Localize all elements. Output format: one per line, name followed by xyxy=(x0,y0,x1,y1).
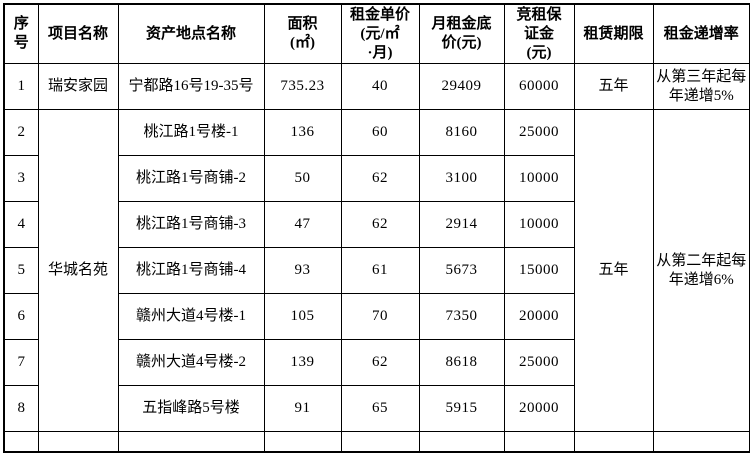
cell-lease-term: 五年 xyxy=(573,109,654,433)
table-row: 4 桃江路1号商铺-3 47 62 2914 10000 xyxy=(3,201,750,249)
cell-monthly-rent: 8160 xyxy=(418,109,505,157)
header-project: 项目名称 xyxy=(37,3,119,65)
cell-monthly-rent: 5915 xyxy=(418,385,505,433)
cell-empty xyxy=(418,431,505,453)
cell-deposit: 15000 xyxy=(503,247,575,295)
cell-serial: 1 xyxy=(3,63,39,111)
header-monthly-rent: 月租金底 价(元) xyxy=(418,3,505,65)
cell-empty xyxy=(340,431,420,453)
table-row: 1 瑞安家园 宁都路16号19-35号 735.23 40 29409 6000… xyxy=(3,63,750,111)
header-increase-rate: 租金递增率 xyxy=(652,3,750,65)
cell-serial: 5 xyxy=(3,247,39,295)
rental-assets-table: 序号 项目名称 资产地点名称 面积 (㎡) 租金单价 (元/㎡ ·月) 月租金底… xyxy=(3,3,750,453)
table-row: 2 华城名苑 桃江路1号楼-1 136 60 8160 25000 五年 从第二… xyxy=(3,109,750,433)
cell-monthly-rent: 5673 xyxy=(418,247,505,295)
cell-location: 五指峰路5号楼 xyxy=(117,385,265,433)
cell-area: 50 xyxy=(263,155,342,203)
cell-location: 桃江路1号商铺-2 xyxy=(117,155,265,203)
cell-area: 139 xyxy=(263,339,342,387)
cell-serial: 7 xyxy=(3,339,39,387)
cell-project: 瑞安家园 xyxy=(37,63,119,111)
cell-location: 桃江路1号楼-1 xyxy=(117,109,265,157)
cell-unit-price: 70 xyxy=(340,293,420,341)
cell-serial: 2 xyxy=(3,109,39,157)
table-row: 7 赣州大道4号楼-2 139 62 8618 25000 xyxy=(3,339,750,387)
cell-increase-rate: 从第二年起每 年递增6% xyxy=(652,109,750,433)
cell-empty xyxy=(652,431,750,453)
cell-area: 91 xyxy=(263,385,342,433)
table-row: 6 赣州大道4号楼-1 105 70 7350 20000 xyxy=(3,293,750,341)
cell-monthly-rent: 3100 xyxy=(418,155,505,203)
table-row: 5 桃江路1号商铺-4 93 61 5673 15000 xyxy=(3,247,750,295)
cell-location: 桃江路1号商铺-4 xyxy=(117,247,265,295)
header-deposit: 竞租保 证金 (元) xyxy=(503,3,575,65)
cell-deposit: 20000 xyxy=(503,385,575,433)
cell-monthly-rent: 7350 xyxy=(418,293,505,341)
cell-area: 47 xyxy=(263,201,342,249)
cell-monthly-rent: 2914 xyxy=(418,201,505,249)
cell-serial: 4 xyxy=(3,201,39,249)
cell-monthly-rent: 8618 xyxy=(418,339,505,387)
cell-deposit: 10000 xyxy=(503,201,575,249)
cell-deposit: 25000 xyxy=(503,109,575,157)
header-serial: 序号 xyxy=(3,3,39,65)
cell-empty xyxy=(263,431,342,453)
header-area: 面积 (㎡) xyxy=(263,3,342,65)
table-row: 3 桃江路1号商铺-2 50 62 3100 10000 xyxy=(3,155,750,203)
cell-empty xyxy=(3,431,39,453)
cell-deposit: 25000 xyxy=(503,339,575,387)
cell-empty xyxy=(503,431,575,453)
header-location: 资产地点名称 xyxy=(117,3,265,65)
cell-unit-price: 65 xyxy=(340,385,420,433)
cell-unit-price: 61 xyxy=(340,247,420,295)
cell-serial: 8 xyxy=(3,385,39,433)
cell-project: 华城名苑 xyxy=(37,109,119,433)
cell-deposit: 60000 xyxy=(503,63,575,111)
cell-unit-price: 60 xyxy=(340,109,420,157)
header-unit-price: 租金单价 (元/㎡ ·月) xyxy=(340,3,420,65)
cell-unit-price: 62 xyxy=(340,155,420,203)
header-lease-term: 租赁期限 xyxy=(573,3,654,65)
cell-area: 105 xyxy=(263,293,342,341)
cell-monthly-rent: 29409 xyxy=(418,63,505,111)
cell-unit-price: 40 xyxy=(340,63,420,111)
cell-area: 136 xyxy=(263,109,342,157)
cell-area: 735.23 xyxy=(263,63,342,111)
cell-location: 赣州大道4号楼-1 xyxy=(117,293,265,341)
cell-serial: 3 xyxy=(3,155,39,203)
cell-increase-rate: 从第三年起每 年递增5% xyxy=(652,63,750,111)
table-row: 8 五指峰路5号楼 91 65 5915 20000 xyxy=(3,385,750,433)
cell-empty xyxy=(573,431,654,453)
table-row-partial xyxy=(3,431,750,453)
cell-empty xyxy=(37,431,119,453)
cell-location: 宁都路16号19-35号 xyxy=(117,63,265,111)
table-header-row: 序号 项目名称 资产地点名称 面积 (㎡) 租金单价 (元/㎡ ·月) 月租金底… xyxy=(3,3,750,65)
cell-area: 93 xyxy=(263,247,342,295)
cell-serial: 6 xyxy=(3,293,39,341)
cell-empty xyxy=(117,431,265,453)
cell-deposit: 20000 xyxy=(503,293,575,341)
cell-location: 桃江路1号商铺-3 xyxy=(117,201,265,249)
cell-lease-term: 五年 xyxy=(573,63,654,111)
cell-unit-price: 62 xyxy=(340,201,420,249)
cell-deposit: 10000 xyxy=(503,155,575,203)
cell-unit-price: 62 xyxy=(340,339,420,387)
cell-location: 赣州大道4号楼-2 xyxy=(117,339,265,387)
